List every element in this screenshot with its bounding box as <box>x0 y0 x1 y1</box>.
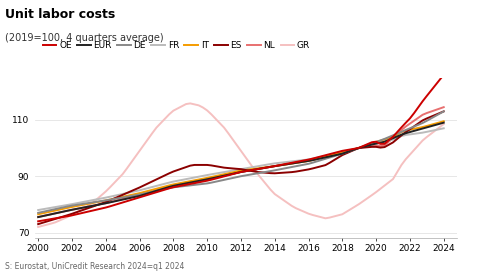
Text: S: Eurostat, UniCredit Research 2024=q1 2024: S: Eurostat, UniCredit Research 2024=q1 … <box>5 263 184 271</box>
Legend: OE, EUR, DE, FR, IT, ES, NL, GR: OE, EUR, DE, FR, IT, ES, NL, GR <box>39 37 314 53</box>
Text: OE: OE <box>0 276 1 277</box>
Text: (2019=100, 4 quarters average): (2019=100, 4 quarters average) <box>5 33 164 43</box>
Text: Unit labor costs: Unit labor costs <box>5 8 115 21</box>
